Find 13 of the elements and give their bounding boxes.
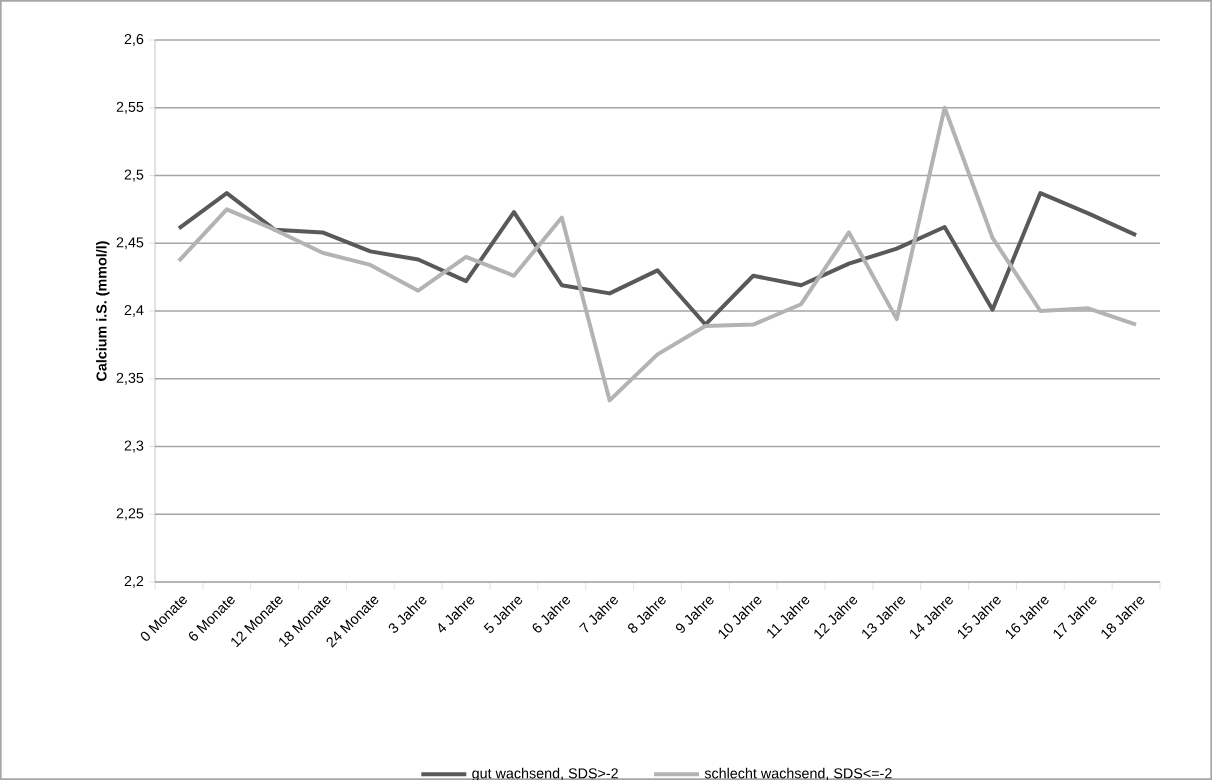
y-tick-label: 2,2 bbox=[124, 576, 144, 588]
y-tick-label: 2,3 bbox=[124, 440, 144, 453]
y-tick-label: 2,45 bbox=[116, 237, 144, 250]
y-tick-label: 2,6 bbox=[124, 34, 144, 46]
y-axis-title: Calcium i.S. (mmol/l) bbox=[96, 241, 110, 381]
line-series bbox=[176, 191, 1139, 327]
y-tick-label: 2,25 bbox=[116, 508, 144, 521]
y-tick-label: 2,35 bbox=[116, 372, 144, 385]
legend-label: schlecht wachsend, SDS<=-2 bbox=[704, 767, 892, 780]
y-tick-label: 2,5 bbox=[124, 169, 144, 182]
y-tick-label: 2,4 bbox=[124, 305, 144, 317]
line-series bbox=[176, 105, 1139, 403]
y-tick-label: 2,55 bbox=[116, 101, 144, 114]
